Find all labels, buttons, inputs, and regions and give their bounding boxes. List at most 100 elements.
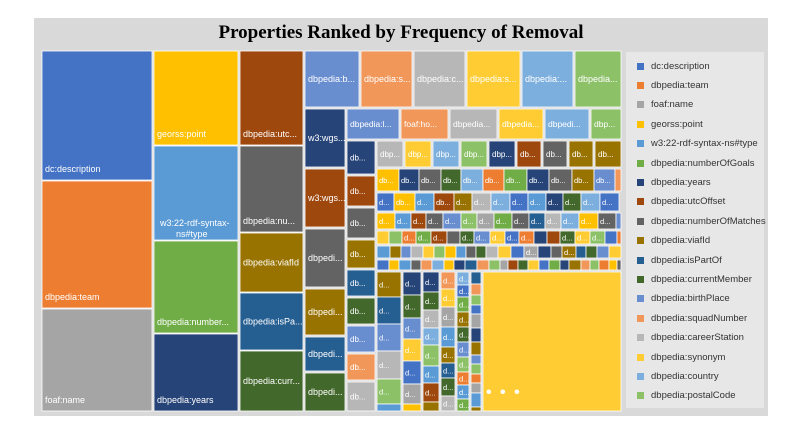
tile-label: d...	[425, 333, 435, 342]
treemap-tile	[568, 140, 594, 168]
tile-label: d...	[443, 351, 453, 360]
treemap-tile	[239, 145, 304, 233]
tile-label: db...	[574, 176, 589, 185]
tile-label: d...	[443, 383, 453, 392]
treemap-tile	[507, 259, 519, 271]
tile-label: d...	[379, 281, 389, 290]
treemap-tile	[443, 259, 455, 271]
legend-entry: dbpedia:careerStation	[637, 331, 744, 345]
treemap-tile	[604, 230, 618, 245]
tile-label: db...	[350, 363, 366, 372]
treemap-tile	[470, 304, 482, 315]
tile-label: d...	[443, 294, 453, 303]
tile-label: dbpedi...	[548, 119, 581, 129]
treemap-tile	[470, 363, 482, 375]
tile-label: d...	[425, 315, 435, 324]
treemap-tile	[475, 245, 487, 259]
tile-label: db...	[350, 279, 366, 288]
treemap-tile	[470, 382, 482, 394]
tile-label: dbpedia:s...	[470, 74, 517, 84]
treemap-tile	[548, 259, 561, 271]
treemap-tile	[527, 259, 540, 271]
treemap-tile	[432, 140, 460, 168]
tile-label: d...	[577, 234, 587, 243]
treemap-tile	[153, 240, 239, 334]
treemap-tile	[389, 245, 402, 259]
tile-label: d...	[459, 401, 469, 410]
legend-label: dbpedia:birthPlace	[651, 293, 730, 305]
tile-label: d...	[564, 248, 574, 257]
tile-label: dbpedia:nu...	[243, 216, 295, 226]
treemap-tile	[516, 140, 542, 168]
treemap-tile	[388, 230, 403, 245]
tile-label: db...	[350, 335, 366, 344]
treemap-tile	[614, 168, 622, 192]
treemap-tile	[470, 341, 482, 356]
tile-label: d...	[459, 346, 469, 355]
treemap-tile	[456, 398, 470, 412]
legend-label: dbpedia:squadNumber	[651, 312, 748, 324]
tile-label: d...	[492, 234, 502, 243]
treemap-tile	[510, 245, 525, 259]
tile-label: db...	[443, 176, 458, 185]
treemap-tile	[239, 292, 304, 351]
treemap-tile	[376, 140, 404, 168]
treemap-tile	[589, 259, 600, 271]
treemap-tile	[517, 259, 529, 271]
tile-label: db...	[598, 150, 614, 159]
treemap-tile	[346, 140, 376, 175]
treemap-tile	[420, 259, 433, 271]
tile-label: dbp...	[492, 150, 512, 159]
chart-title: Properties Ranked by Frequency of Remova…	[218, 22, 584, 43]
tile-label: d...	[459, 275, 469, 284]
legend-entry: w3:22-rdf-syntax-ns#type	[637, 137, 758, 151]
legend-label: dbpedia:years	[651, 176, 711, 188]
treemap-tile	[376, 403, 402, 412]
treemap-tile	[470, 327, 482, 343]
tile-label: d...	[562, 234, 572, 243]
tile-label: dbpedia:viafId	[243, 258, 299, 268]
treemap-tile	[153, 333, 239, 412]
treemap-tile	[470, 373, 482, 384]
legend-label: dc:description	[651, 60, 710, 72]
treemap-tile	[488, 259, 501, 271]
tile-label: d...	[418, 234, 428, 243]
treemap-tile	[599, 192, 620, 212]
tile-label: db...	[485, 176, 500, 185]
treemap-tile	[413, 50, 466, 108]
legend-label: dbpedia:country	[651, 370, 719, 382]
legend-entry: dbpedia:viafId	[637, 234, 710, 248]
legend-swatch	[637, 334, 644, 342]
tile-label: d...	[526, 248, 536, 257]
treemap-tile	[346, 381, 376, 412]
tile-label: d...	[474, 198, 484, 207]
tile-label: d...	[405, 325, 415, 334]
tile-label: db...	[463, 176, 478, 185]
legend-label: dbpedia:synonym	[651, 351, 726, 363]
legend-label: dbpedia:isPartOf	[651, 254, 722, 266]
treemap-tile	[470, 271, 482, 285]
treemap-tile	[550, 245, 563, 259]
tile-label: d...	[417, 198, 427, 207]
treemap-tile	[464, 259, 478, 271]
legend-label: w3:22-rdf-syntax-ns#type	[651, 138, 758, 150]
tile-label: d...	[443, 277, 453, 286]
tile-label: dbpedia:isPa...	[243, 317, 303, 327]
tile-label: d...	[583, 198, 593, 207]
legend-entry: dbpedia:numberOfMatches	[637, 214, 766, 228]
treemap-tile	[422, 401, 440, 412]
tile-label: db...	[436, 198, 451, 207]
treemap-tile	[41, 308, 153, 412]
legend-swatch	[637, 314, 644, 322]
tile-label: dbpedia:c...	[417, 74, 464, 84]
tile-label: d...	[405, 303, 415, 312]
legend: dc:description dbpedia:team foaf:name geors…	[626, 52, 766, 408]
tile-label: db...	[350, 307, 366, 316]
treemap-tile	[568, 259, 582, 271]
treemap-tile	[153, 145, 239, 241]
treemap-tile	[590, 108, 622, 140]
treemap-tile	[360, 50, 413, 108]
tile-label: db...	[551, 176, 566, 185]
tile-label: db...	[350, 393, 366, 402]
tile-label: d...	[443, 367, 453, 376]
